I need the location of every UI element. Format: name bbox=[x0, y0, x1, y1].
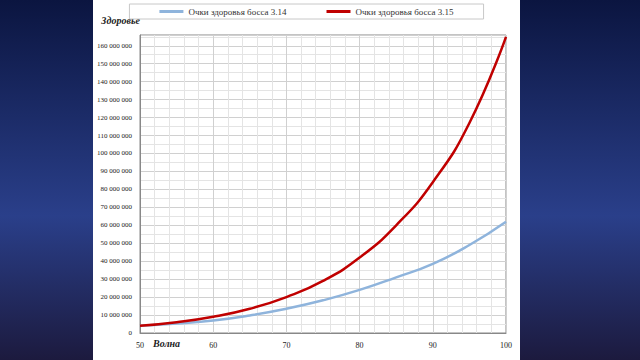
svg-text:100 000 000: 100 000 000 bbox=[97, 149, 133, 157]
svg-text:140 000 000: 140 000 000 bbox=[97, 78, 133, 86]
svg-text:40 000 000: 40 000 000 bbox=[101, 257, 133, 265]
svg-text:30 000 000: 30 000 000 bbox=[101, 275, 133, 283]
svg-text:Здоровье: Здоровье bbox=[101, 14, 140, 26]
svg-text:10 000 000: 10 000 000 bbox=[101, 311, 133, 319]
svg-text:90 000 000: 90 000 000 bbox=[101, 167, 133, 175]
svg-text:60: 60 bbox=[209, 341, 217, 350]
svg-text:70 000 000: 70 000 000 bbox=[101, 203, 133, 211]
svg-text:Волна: Волна bbox=[152, 338, 180, 349]
svg-text:0: 0 bbox=[129, 329, 133, 337]
svg-text:Очки здоровья босса 3.14: Очки здоровья босса 3.14 bbox=[188, 7, 287, 17]
svg-text:50: 50 bbox=[136, 341, 144, 350]
svg-text:80 000 000: 80 000 000 bbox=[101, 185, 133, 193]
svg-text:Очки здоровья босса 3.15: Очки здоровья босса 3.15 bbox=[356, 7, 455, 17]
svg-text:120 000 000: 120 000 000 bbox=[97, 114, 133, 122]
svg-text:100: 100 bbox=[500, 341, 512, 350]
svg-text:70: 70 bbox=[282, 341, 290, 350]
svg-text:60 000 000: 60 000 000 bbox=[101, 221, 133, 229]
svg-text:130 000 000: 130 000 000 bbox=[97, 96, 133, 104]
svg-text:150 000 000: 150 000 000 bbox=[97, 60, 133, 68]
svg-text:80: 80 bbox=[356, 341, 364, 350]
svg-text:50 000 000: 50 000 000 bbox=[101, 239, 133, 247]
svg-text:90: 90 bbox=[429, 341, 437, 350]
svg-text:160 000 000: 160 000 000 bbox=[97, 42, 133, 50]
svg-text:20 000 000: 20 000 000 bbox=[101, 293, 133, 301]
svg-text:110 000 000: 110 000 000 bbox=[97, 132, 132, 140]
